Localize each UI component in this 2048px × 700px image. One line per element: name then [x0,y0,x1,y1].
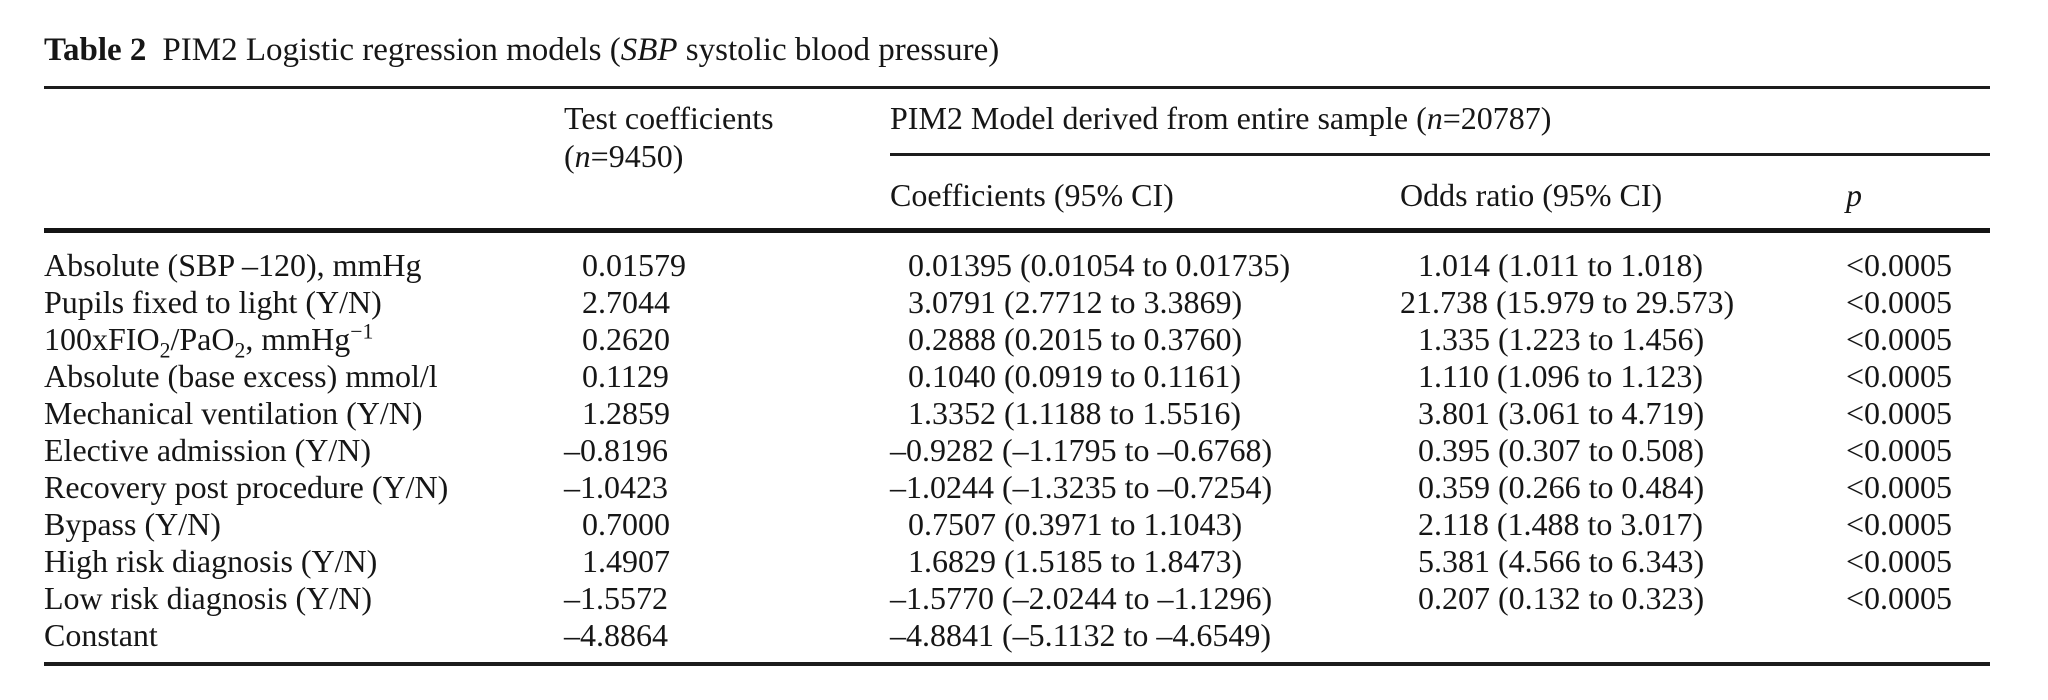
header-subcolumns: Coefficients (95% CI) Odds ratio (95% CI… [890,176,1990,214]
test-coefficient-value: –1.5572 [564,580,668,616]
table-row: Constant –4.8864 –4.8841 (–5.1132 to –4.… [44,617,1990,654]
table-row: Pupils fixed to light (Y/N) 2.7044 3.079… [44,284,1990,321]
header-coefficients-ci: Coefficients (95% CI) [890,177,1174,213]
header-p-value: p [1846,177,1862,213]
table-row: High risk diagnosis (Y/N) 1.4907 1.6829 … [44,543,1990,580]
table-row: 100xFIO2/PaO2, mmHg−1 0.2620 0.2888 (0.2… [44,319,1990,363]
bottom-rule [44,662,1990,666]
odds-ratio-ci-value: 3.801 (3.061 to 4.719) [1418,395,1705,431]
p-value: <0.0005 [1846,432,1953,468]
coefficient-ci-value: 1.6829 (1.5185 to 1.8473) [908,543,1243,579]
row-label: Elective admission (Y/N) [44,432,372,468]
p-value: <0.0005 [1846,506,1953,542]
test-coefficient-value: –0.8196 [564,432,668,468]
row-label: Pupils fixed to light (Y/N) [44,284,382,320]
row-label: Low risk diagnosis (Y/N) [44,580,372,616]
table-header: Test coefficients (n=9450) PIM2 Model de… [44,89,1990,228]
coefficient-ci-value: 0.7507 (0.3971 to 1.1043) [908,506,1243,542]
odds-ratio-ci-value: 5.381 (4.566 to 6.343) [1418,543,1705,579]
row-label: Recovery post procedure (Y/N) [44,469,449,505]
header-test-coefficients: Test coefficients (n=9450) [564,99,890,175]
table-caption-text: PIM2 Logistic regression models (SBP sys… [162,32,1000,68]
header-test-coefficients-line1: Test coefficients [564,100,774,136]
p-value [1846,617,1990,654]
p-value: <0.0005 [1846,580,1953,616]
table-row: Absolute (SBP –120), mmHg 0.01579 0.0139… [44,247,1990,284]
table-row: Low risk diagnosis (Y/N) –1.5572 –1.5770… [44,580,1990,617]
coefficient-ci-value: 3.0791 (2.7712 to 3.3869) [908,284,1243,320]
row-label: High risk diagnosis (Y/N) [44,543,378,579]
header-pim2-group: PIM2 Model derived from entire sample (n… [890,99,1990,228]
table-row: Bypass (Y/N) 0.7000 0.7507 (0.3971 to 1.… [44,506,1990,543]
p-value: <0.0005 [1846,321,1953,357]
odds-ratio-ci-value: 0.207 (0.132 to 0.323) [1418,580,1705,616]
test-coefficient-value: 1.4907 [582,543,670,579]
row-label: Constant [44,617,158,653]
p-value: <0.0005 [1846,469,1953,505]
table-number: Table 2 [44,32,147,68]
coefficient-ci-value: –4.8841 (–5.1132 to –4.6549) [890,617,1272,653]
coefficient-ci-value: –1.0244 (–1.3235 to –0.7254) [890,469,1273,505]
header-pim2-model: PIM2 Model derived from entire sample (n… [890,99,1990,156]
table-container: Table 2 PIM2 Logistic regression models (… [44,0,1990,666]
header-odds-ratio-ci: Odds ratio (95% CI) [1400,177,1663,213]
top-rule [44,86,1990,89]
odds-ratio-ci-value: 1.014 (1.011 to 1.018) [1418,247,1704,283]
row-label: Absolute (SBP –120), mmHg [44,247,422,283]
table-row: Recovery post procedure (Y/N) –1.0423 –1… [44,469,1990,506]
odds-ratio-ci-value: 1.335 (1.223 to 1.456) [1418,321,1705,357]
test-coefficient-value: 0.01579 [582,247,686,283]
header-body-rule [44,228,1990,233]
coefficient-ci-value: 0.1040 (0.0919 to 0.1161) [908,358,1242,394]
coefficient-ci-value: 0.01395 (0.01054 to 0.01735) [908,247,1291,283]
coefficient-ci-value: 0.2888 (0.2015 to 0.3760) [908,321,1243,357]
header-test-coefficients-line2: (n=9450) [564,138,684,174]
test-coefficient-value: –4.8864 [564,617,668,653]
p-value: <0.0005 [1846,395,1953,431]
test-coefficient-value: 0.7000 [582,506,670,542]
row-label: Mechanical ventilation (Y/N) [44,395,423,431]
odds-ratio-ci-value: 2.118 (1.488 to 3.017) [1418,506,1704,542]
coefficient-ci-value: 1.3352 (1.1188 to 1.5516) [908,395,1242,431]
odds-ratio-ci-value: 21.738 (15.979 to 29.573) [1400,284,1735,320]
odds-ratio-ci-value [1400,617,1846,654]
test-coefficient-value: 1.2859 [582,395,670,431]
table-row: Elective admission (Y/N) –0.8196 –0.9282… [44,432,1990,469]
p-value: <0.0005 [1846,247,1953,283]
test-coefficient-value: 2.7044 [582,284,670,320]
row-label: Absolute (base excess) mmol/l [44,358,438,394]
table-row: Mechanical ventilation (Y/N) 1.2859 1.33… [44,395,1990,432]
p-value: <0.0005 [1846,543,1953,579]
odds-ratio-ci-value: 0.359 (0.266 to 0.484) [1418,469,1705,505]
test-coefficient-value: 0.2620 [582,321,670,357]
row-label: 100xFIO2/PaO2, mmHg−1 [44,319,374,363]
row-label: Bypass (Y/N) [44,506,221,542]
coefficient-ci-value: –1.5770 (–2.0244 to –1.1296) [890,580,1273,616]
coefficient-ci-value: –0.9282 (–1.1795 to –0.6768) [890,432,1273,468]
test-coefficient-value: –1.0423 [564,469,668,505]
p-value: <0.0005 [1846,358,1953,394]
table-body: Absolute (SBP –120), mmHg 0.01579 0.0139… [44,233,1990,654]
table-row: Absolute (base excess) mmol/l 0.1129 0.1… [44,358,1990,395]
p-value: <0.0005 [1846,284,1953,320]
odds-ratio-ci-value: 0.395 (0.307 to 0.508) [1418,432,1705,468]
odds-ratio-ci-value: 1.110 (1.096 to 1.123) [1418,358,1704,394]
test-coefficient-value: 0.1129 [582,358,669,394]
table-caption: Table 2 PIM2 Logistic regression models (… [44,30,1990,70]
